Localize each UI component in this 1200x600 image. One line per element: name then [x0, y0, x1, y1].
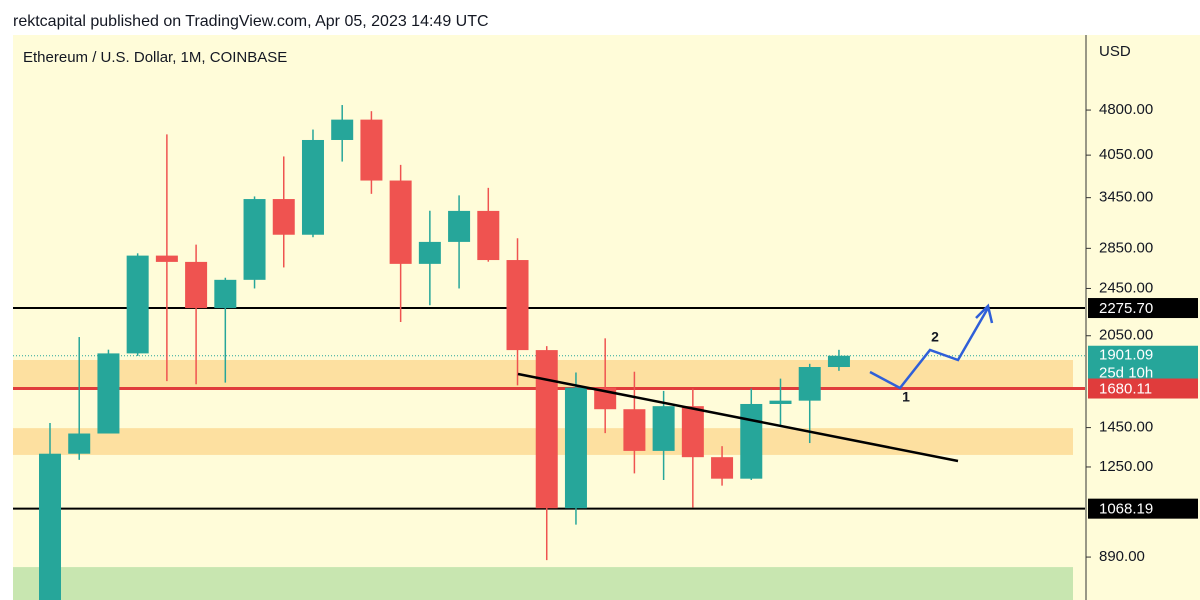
candle-body [243, 199, 266, 280]
annotation: 1 [902, 389, 910, 405]
candle-body [155, 255, 178, 262]
y-tick-label: 3450.00 [1099, 189, 1153, 206]
annotation: 2 [931, 329, 939, 345]
candle-body [418, 241, 441, 264]
projection-arrowhead [975, 303, 994, 324]
header-text: rektcapital published on TradingView.com… [13, 13, 489, 30]
candle-body [711, 457, 734, 479]
y-tick-label: 1250.00 [1099, 458, 1153, 475]
y-tick-label: 890.00 [1099, 548, 1145, 565]
level-box [1088, 378, 1198, 399]
candle-body [827, 355, 850, 368]
candle-body [389, 180, 412, 264]
level-box [1088, 298, 1198, 319]
candle-body [535, 350, 558, 509]
chart-title: Ethereum / U.S. Dollar, 1M, COINBASE [23, 49, 287, 66]
last-price-box [1088, 345, 1198, 384]
countdown-label: 25d 10h [1099, 365, 1153, 382]
y-tick-label: 4050.00 [1099, 146, 1153, 163]
y-tick-label: 2850.00 [1099, 239, 1153, 256]
level-label: 1068.19 [1099, 501, 1153, 518]
candle-body [681, 406, 704, 458]
candle-body [185, 261, 208, 309]
candle-body [214, 279, 237, 309]
projection-path [869, 307, 990, 390]
candle-body [564, 387, 587, 509]
last-price-label: 1901.09 [1099, 347, 1153, 364]
level-box [1088, 498, 1198, 519]
candle-body [798, 367, 821, 401]
level-label: 1680.11 [1099, 380, 1152, 397]
header-bg [0, 0, 1200, 35]
y-tick-label: 2050.00 [1099, 327, 1153, 344]
zone [13, 567, 1073, 600]
axis-unit: USD [1099, 43, 1131, 60]
candle-body [68, 433, 91, 454]
candle-body [97, 353, 120, 434]
level-label: 2275.70 [1099, 300, 1153, 317]
candle-body [301, 139, 324, 235]
candle-body [272, 199, 295, 235]
y-tick-label: 4800.00 [1099, 101, 1153, 118]
y-tick-label: 2450.00 [1099, 279, 1153, 296]
chart-bg [13, 35, 1200, 600]
candle-body [623, 409, 646, 451]
candle-body [740, 403, 763, 479]
candle-body [126, 255, 149, 354]
y-tick-label: 1450.00 [1099, 419, 1153, 436]
candle-body [477, 210, 500, 261]
trendline [517, 372, 959, 463]
candle-body [39, 453, 61, 600]
candle-body [331, 119, 354, 140]
candle-body [360, 119, 383, 181]
candle-body [506, 260, 529, 351]
candle-body [448, 210, 471, 242]
candle-body [769, 400, 792, 404]
candle-body [652, 406, 675, 451]
